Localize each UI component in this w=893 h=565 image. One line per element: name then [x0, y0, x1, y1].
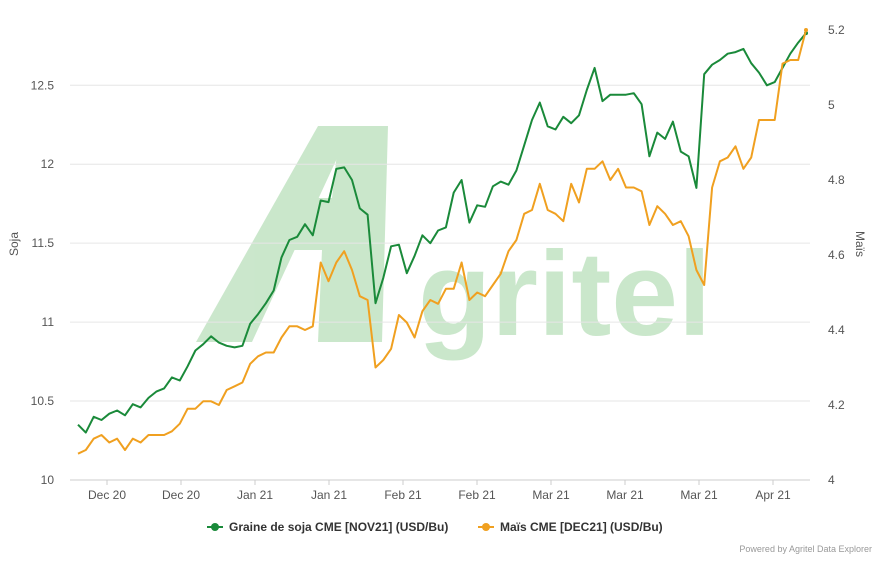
- x-tick-label: Dec 20: [88, 488, 126, 502]
- left-tick-label: 11: [42, 315, 55, 329]
- series-group: [77, 28, 808, 455]
- right-tick-label: 4.8: [828, 173, 845, 187]
- x-tick-label: Mar 21: [606, 488, 644, 502]
- x-tick-label: Feb 21: [458, 488, 496, 502]
- series-end-point-mais: [804, 28, 808, 32]
- right-tick-label: 4: [828, 473, 835, 487]
- x-tick-label: Jan 21: [237, 488, 273, 502]
- x-tick-label: Feb 21: [384, 488, 422, 502]
- right-axis-ticks: 4 4.2 4.4 4.6 4.8 5 5.2: [828, 23, 845, 487]
- right-tick-label: 4.6: [828, 248, 845, 262]
- agritel-watermark: gritel: [196, 126, 711, 361]
- left-axis-ticks: 10 10.5 11 11.5 12 12.5: [31, 78, 55, 487]
- watermark-shape-a: [196, 126, 352, 342]
- x-axis-ticks: Dec 20 Dec 20 Jan 21 Jan 21 Feb 21 Feb 21 Mar …: [70, 479, 810, 502]
- legend[interactable]: Graine de soja CME [NOV21] (USD/Bu) Maïs…: [207, 520, 663, 534]
- legend-item-mais[interactable]: Maïs CME [DEC21] (USD/Bu): [478, 520, 663, 534]
- left-axis-title: Soja: [7, 232, 21, 256]
- series-line-mais[interactable]: [77, 29, 807, 455]
- left-tick-label: 11.5: [32, 236, 55, 250]
- x-tick-label: Apr 21: [755, 488, 791, 502]
- right-tick-label: 4.2: [828, 398, 845, 412]
- x-tick-label: Dec 20: [162, 488, 200, 502]
- left-tick-label: 10.5: [31, 394, 55, 408]
- legend-label-mais: Maïs CME [DEC21] (USD/Bu): [500, 520, 663, 534]
- legend-label-soja: Graine de soja CME [NOV21] (USD/Bu): [229, 520, 448, 534]
- legend-item-soja[interactable]: Graine de soja CME [NOV21] (USD/Bu): [207, 520, 448, 534]
- left-tick-label: 10: [41, 473, 55, 487]
- x-tick-label: Mar 21: [680, 488, 718, 502]
- legend-marker-mais: [482, 523, 490, 531]
- right-axis-title: Maïs: [853, 231, 867, 257]
- left-tick-label: 12: [41, 157, 55, 171]
- right-tick-label: 5: [828, 98, 835, 112]
- series-line-soja[interactable]: [77, 32, 807, 434]
- watermark-text: gritel: [418, 227, 711, 361]
- x-tick-label: Jan 21: [311, 488, 347, 502]
- legend-marker-soja: [211, 523, 219, 531]
- right-tick-label: 5.2: [828, 23, 845, 37]
- powered-by-credit[interactable]: Powered by Agritel Data Explorer: [739, 544, 872, 554]
- x-tick-label: Mar 21: [532, 488, 570, 502]
- watermark-shape-b: [292, 126, 388, 342]
- right-tick-label: 4.4: [828, 323, 845, 337]
- left-tick-label: 12.5: [31, 78, 55, 92]
